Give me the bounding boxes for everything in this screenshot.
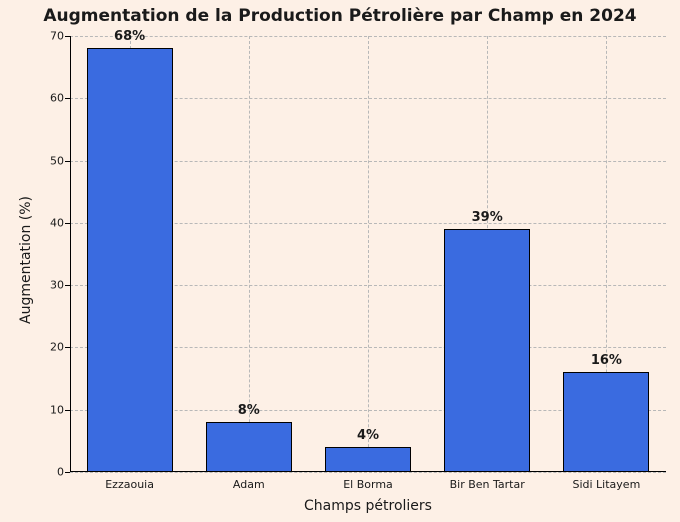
x-tick-label: Adam — [233, 478, 265, 491]
bar — [444, 229, 530, 472]
bar — [206, 422, 292, 472]
y-tick-mark — [65, 347, 70, 348]
y-tick-label: 40 — [40, 216, 64, 229]
y-tick-label: 50 — [40, 154, 64, 167]
y-tick-mark — [65, 161, 70, 162]
y-tick-label: 20 — [40, 341, 64, 354]
gridline-horizontal — [70, 472, 666, 473]
chart-title: Augmentation de la Production Pétrolière… — [0, 6, 680, 26]
y-tick-label: 60 — [40, 92, 64, 105]
y-tick-mark — [65, 472, 70, 473]
y-axis-label: Augmentation (%) — [18, 196, 34, 324]
y-tick-mark — [65, 410, 70, 411]
y-tick-mark — [65, 36, 70, 37]
chart-root: Augmentation de la Production Pétrolière… — [0, 0, 680, 522]
gridline-vertical — [368, 36, 369, 472]
x-tick-label: Ezzaouia — [105, 478, 154, 491]
x-tick-label: El Borma — [343, 478, 393, 491]
bar-value-label: 39% — [472, 210, 503, 225]
y-tick-mark — [65, 98, 70, 99]
y-tick-mark — [65, 223, 70, 224]
x-tick-label: Sidi Litayem — [572, 478, 640, 491]
spine-bottom — [70, 471, 666, 472]
bar — [325, 447, 411, 472]
bar-value-label: 68% — [114, 29, 145, 44]
bar — [563, 372, 649, 472]
y-tick-label: 10 — [40, 403, 64, 416]
y-tick-label: 0 — [40, 466, 64, 479]
x-tick-label: Bir Ben Tartar — [450, 478, 525, 491]
y-tick-mark — [65, 285, 70, 286]
bar-value-label: 8% — [238, 403, 260, 418]
bar-value-label: 16% — [591, 353, 622, 368]
y-tick-label: 30 — [40, 279, 64, 292]
x-axis-label: Champs pétroliers — [70, 498, 666, 514]
plot-area: 68%8%4%39%16% — [70, 36, 666, 472]
bar-value-label: 4% — [357, 428, 379, 443]
bar — [87, 48, 173, 472]
spine-left — [70, 36, 71, 472]
y-tick-label: 70 — [40, 30, 64, 43]
